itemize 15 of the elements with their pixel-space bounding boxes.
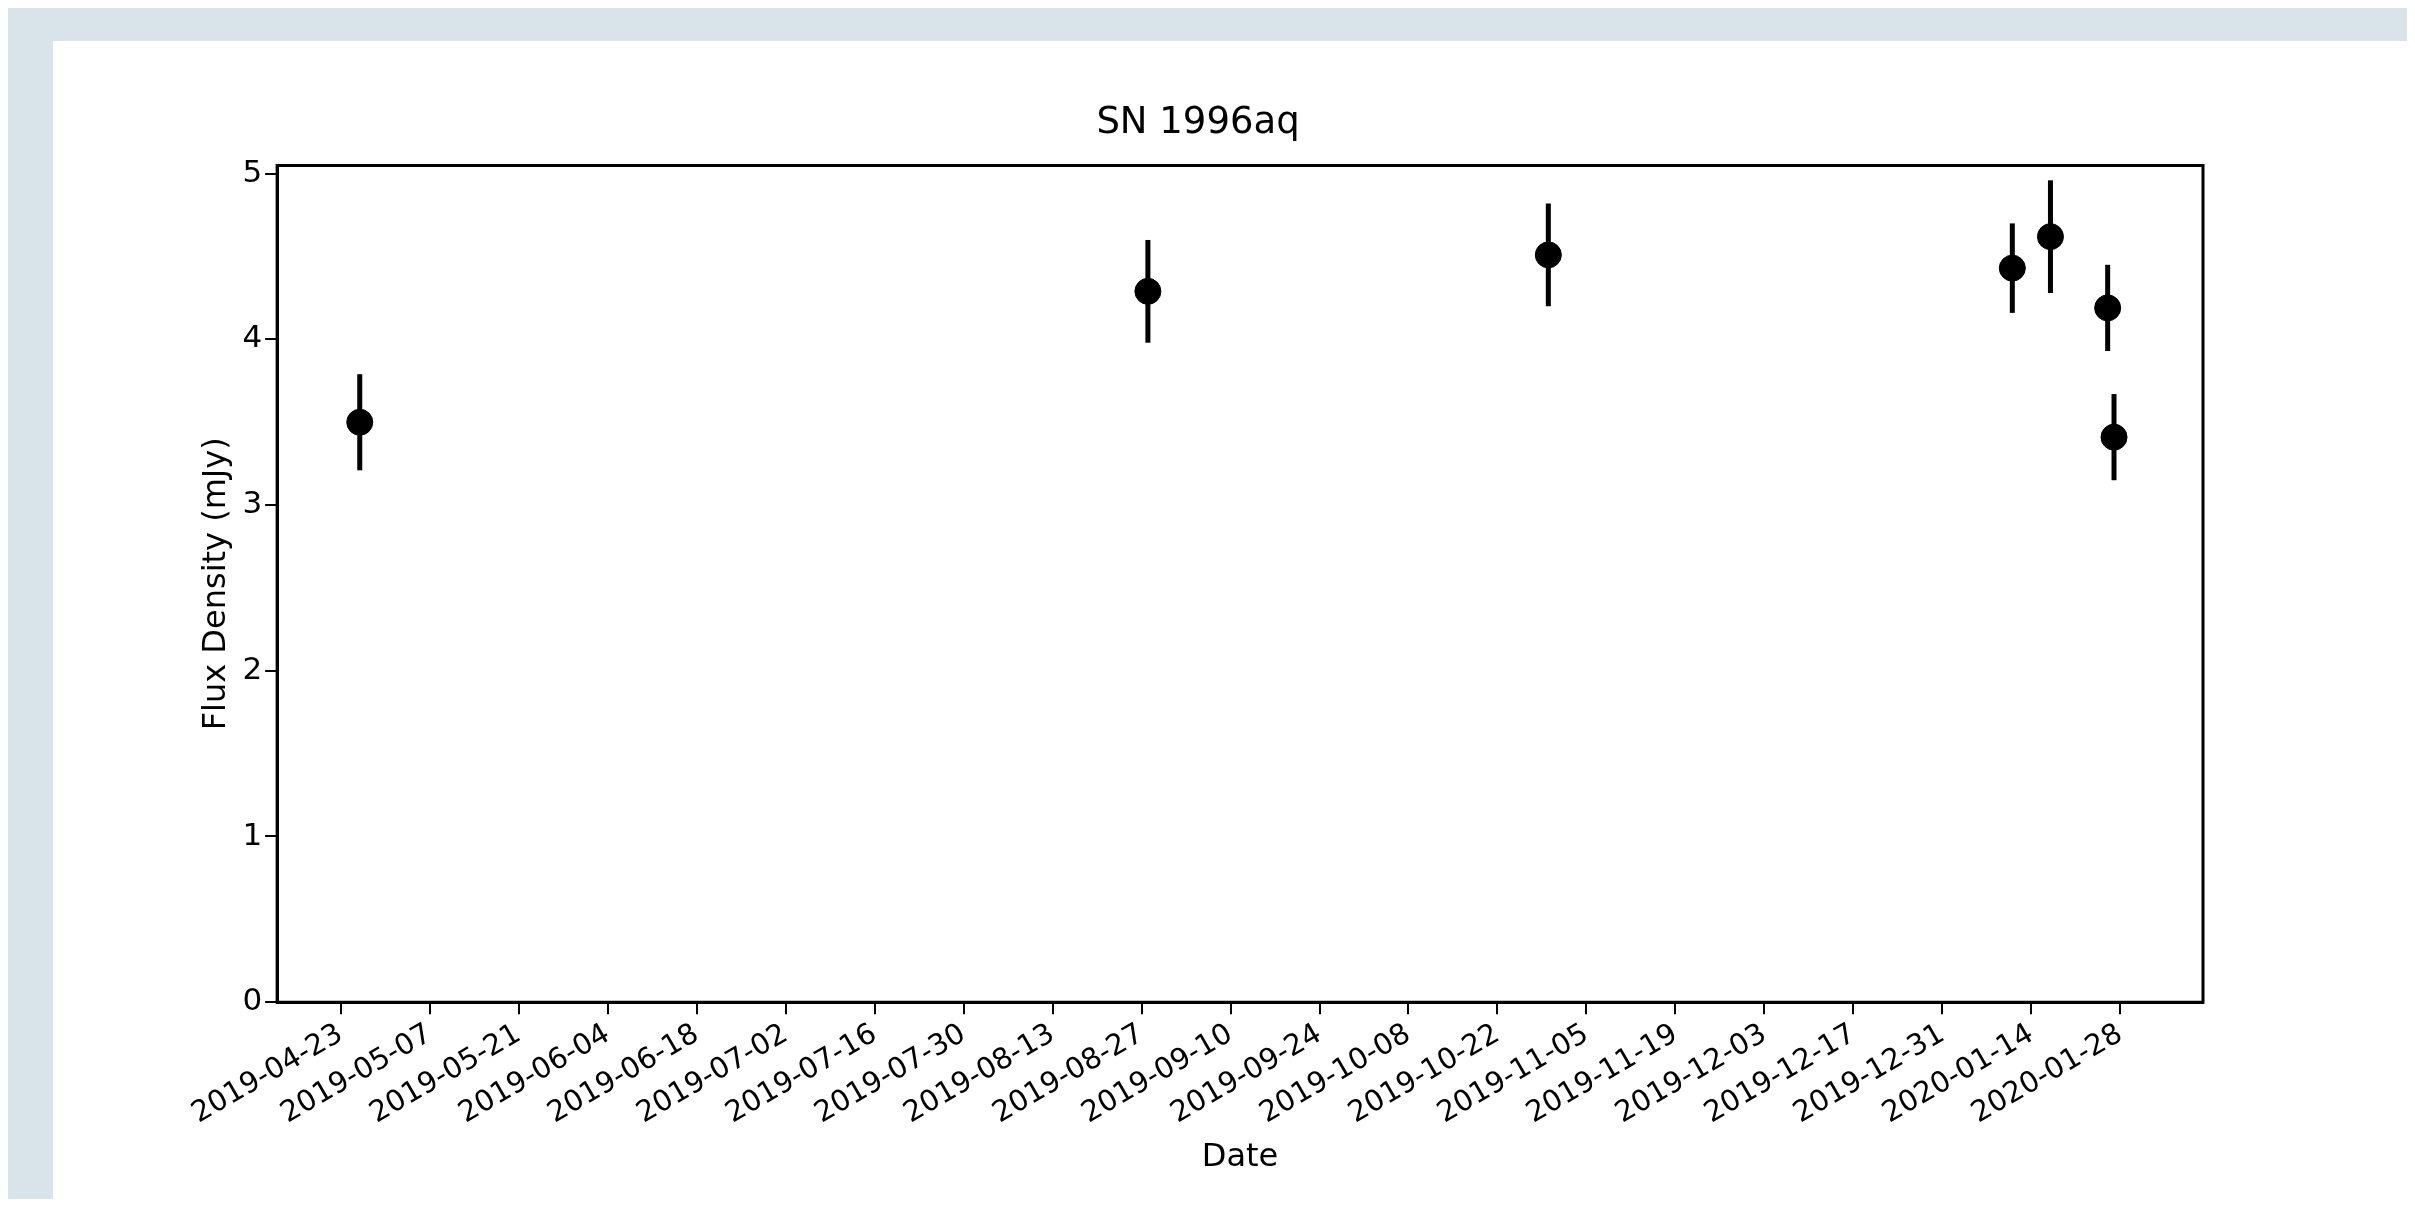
y-tick-label: 2 bbox=[242, 649, 263, 686]
y-tick-label: 3 bbox=[242, 484, 263, 521]
y-tick-label: 0 bbox=[242, 981, 263, 1018]
point bbox=[1134, 277, 1162, 305]
point bbox=[346, 408, 374, 436]
chart-title: SN 1996aq bbox=[1096, 98, 1300, 142]
y-axis-title: Flux Density (mJy) bbox=[194, 437, 233, 731]
point bbox=[2100, 423, 2128, 451]
y-tick-label: 5 bbox=[242, 152, 263, 189]
point bbox=[2036, 223, 2064, 251]
point bbox=[1534, 241, 1562, 269]
y-tick-label: 4 bbox=[242, 318, 263, 355]
point bbox=[2094, 294, 2122, 322]
point bbox=[1998, 254, 2026, 282]
y-tick-label: 1 bbox=[242, 815, 263, 852]
